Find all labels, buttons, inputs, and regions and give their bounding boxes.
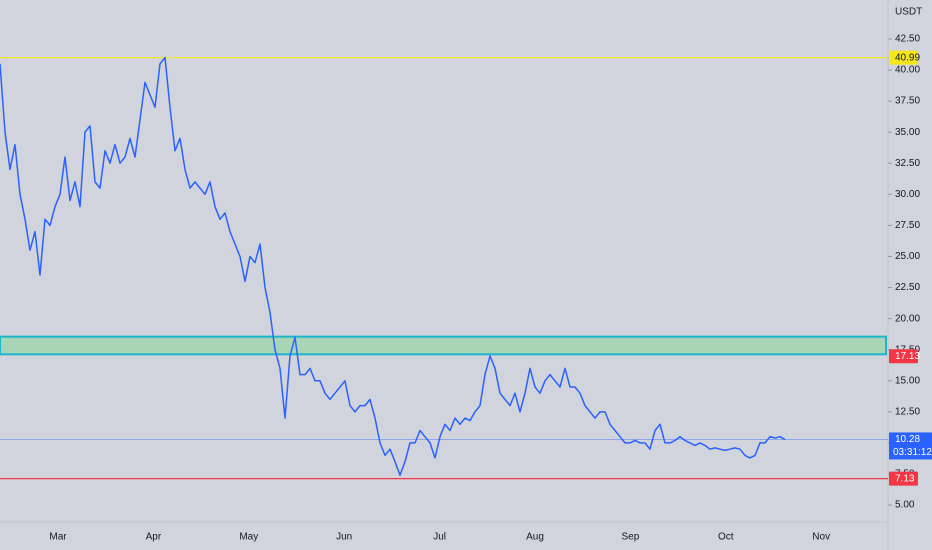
x-tick-label: Sep xyxy=(622,532,640,543)
level-label: 40.99 xyxy=(895,52,920,63)
x-tick-label: Oct xyxy=(718,532,734,543)
y-tick-label: 12.50 xyxy=(895,406,920,417)
x-tick-label: May xyxy=(239,532,258,543)
unit-label: USDT xyxy=(895,7,922,18)
y-tick-label: 5.00 xyxy=(895,500,915,511)
zone-label-bg xyxy=(889,349,918,364)
level-label-bg xyxy=(889,471,918,486)
level-label: 7.13 xyxy=(895,473,915,484)
y-tick-label: 32.50 xyxy=(895,158,920,169)
y-tick-label: 27.50 xyxy=(895,220,920,231)
level-label-bg xyxy=(889,50,918,65)
x-tick-label: Mar xyxy=(49,532,67,543)
y-tick-label: 35.00 xyxy=(895,127,920,138)
last-price-bg xyxy=(889,432,932,460)
last-price-label: 10.28 xyxy=(895,434,920,445)
x-tick-label: Jul xyxy=(433,532,446,543)
x-tick-label: Nov xyxy=(812,532,830,543)
y-tick-label: 20.00 xyxy=(895,313,920,324)
y-tick-label: 37.50 xyxy=(895,96,920,107)
price-line xyxy=(0,56,786,477)
x-tick-label: Jun xyxy=(336,532,352,543)
zone xyxy=(0,335,887,356)
y-tick-label: 40.00 xyxy=(895,65,920,76)
countdown-label: 03:31:12 xyxy=(893,447,932,458)
y-tick-label: 42.50 xyxy=(895,34,920,45)
y-tick-label: 25.00 xyxy=(895,251,920,262)
zone-label: 17.13 xyxy=(895,351,920,362)
y-tick-label: 30.00 xyxy=(895,189,920,200)
y-tick-label: 15.00 xyxy=(895,375,920,386)
x-tick-label: Apr xyxy=(146,532,162,543)
x-tick-label: Aug xyxy=(526,532,544,543)
y-tick-label: 22.50 xyxy=(895,282,920,293)
